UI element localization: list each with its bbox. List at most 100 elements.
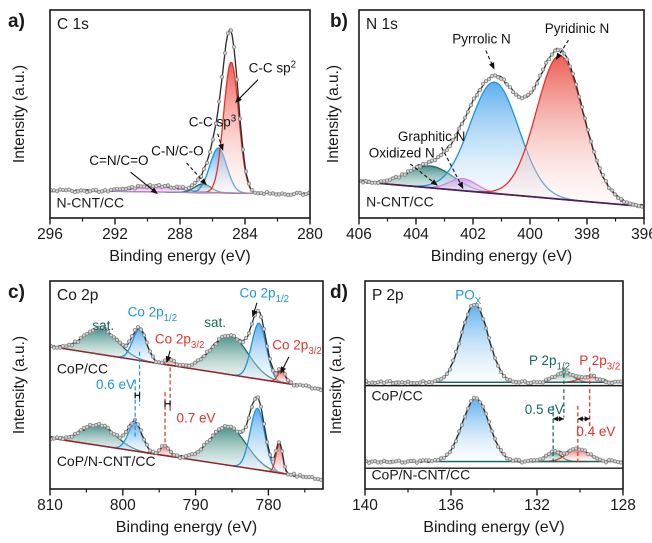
tick-label: 780 (255, 497, 281, 514)
arrowhead-icon (430, 179, 438, 186)
peak-label: C-C sp3 (189, 113, 236, 129)
tick-label: 396 (631, 226, 652, 243)
annotation-arrow (130, 171, 155, 192)
annotation-arrow (409, 163, 435, 184)
plot-box (49, 280, 324, 490)
x-axis-label: Binding energy (eV) (109, 248, 250, 265)
peak-label: P 2p1/2 (529, 353, 570, 373)
peak-label: POX (455, 288, 482, 308)
arrowhead-icon (280, 366, 286, 374)
panel-b-n1s-spectrum: 406 404 402 400 398 396 Binding energy (eV) Int… (325, 9, 652, 265)
tick-label: 140 (352, 497, 378, 514)
panel-letter: a) (8, 11, 25, 32)
tick-label: 288 (167, 226, 193, 243)
peak-label: 0.4 eV (576, 424, 615, 439)
panel-letter: c) (8, 282, 25, 303)
peak-label: P 2p3/2 (579, 353, 620, 373)
scatter-markers (50, 395, 323, 482)
peak-label: 0.7 eV (177, 410, 216, 425)
spectrum-peak (414, 303, 536, 383)
tick-label: 810 (37, 497, 63, 514)
panel-letter: b) (330, 11, 348, 32)
peak-label: C=N/C=O (89, 153, 148, 168)
arrowhead-icon (218, 143, 224, 152)
sample-label: CoP/CC (57, 361, 108, 377)
scatter-markers (365, 395, 623, 465)
x-axis-label: Binding energy (eV) (423, 519, 564, 536)
sample-label: CoP/CC (371, 388, 422, 404)
peak-label: Oxidized N (369, 146, 435, 161)
tick-label: 128 (610, 497, 636, 514)
tick-label: 284 (232, 226, 258, 243)
peak-label: 0.5 eV (525, 402, 564, 417)
annotation-arrow (217, 133, 223, 147)
peak-label: sat. (204, 315, 226, 330)
tick-label: 296 (37, 226, 63, 243)
annotation-arrow (282, 356, 290, 370)
panel-letter: d) (330, 282, 348, 303)
annotation-arrow (238, 79, 259, 100)
panel-title: P 2p (372, 287, 404, 304)
annotation-arrow (485, 50, 493, 66)
tick-label: 136 (438, 497, 464, 514)
peak-label: 0.6 eV (96, 377, 135, 392)
peak-label: Co 2p3/2 (155, 331, 205, 351)
tick-label: 800 (110, 497, 136, 514)
y-axis-label: Intensity (a.u.) (325, 65, 342, 163)
scatter-markers (50, 28, 310, 197)
y-axis-label: Intensity (a.u.) (11, 65, 28, 163)
bracket-arrow-icon (577, 416, 583, 422)
y-axis-label: Intensity (a.u.) (11, 336, 28, 434)
sample-label: N-CNT/CC (57, 195, 125, 211)
tick-label: 292 (102, 226, 128, 243)
annotation-arrow (441, 147, 462, 185)
scatter-markers (50, 308, 323, 393)
annotation-arrow (558, 39, 569, 57)
arrowhead-icon (165, 355, 172, 364)
panel-d-p2p-spectrum: 140 136 132 128 Binding energy (eV) Intensity… (328, 280, 636, 536)
arrowhead-icon (555, 52, 562, 60)
arrowhead-icon (234, 96, 242, 103)
peak-label: Co 2p3/2 (272, 338, 322, 358)
envelope-line (50, 27, 310, 196)
y-axis-label: Intensity (a.u.) (328, 336, 345, 434)
tick-label: 398 (574, 226, 600, 243)
x-axis-label: Binding energy (eV) (431, 248, 572, 265)
tick-label: 132 (524, 497, 550, 514)
panel-title: Co 2p (57, 287, 98, 304)
baseline (50, 437, 323, 481)
annotation-arrow (186, 162, 204, 182)
arrowhead-icon (150, 187, 158, 195)
sample-label: CoP/N-CNT/CC (57, 453, 156, 469)
panel-title: C 1s (57, 16, 89, 33)
baseline (50, 345, 323, 390)
plot-area (365, 302, 623, 465)
tick-label: 406 (346, 226, 372, 243)
tick-label: 404 (403, 226, 429, 243)
tick-label: 280 (297, 226, 323, 243)
sample-label: N-CNT/CC (366, 194, 434, 210)
arrowhead-icon (199, 178, 207, 186)
x-axis-label: Binding energy (eV) (116, 519, 257, 536)
peak-label: Co 2p1/2 (240, 286, 290, 306)
panel-c-co2p-spectrum: 810 800 790 780 Binding energy (eV) Intensity… (8, 280, 324, 536)
panel-a-c1s-spectrum: 296 292 288 284 280 Binding energy (eV) Intens… (8, 9, 323, 265)
peak-label: C-N/C-O (151, 144, 204, 159)
peak-label: Pyrrolic N (452, 31, 511, 46)
peak-label: C-C sp2 (249, 59, 296, 75)
arrowhead-icon (457, 181, 464, 190)
bracket-arrow-icon (584, 416, 590, 422)
tick-label: 790 (183, 497, 209, 514)
arrowhead-icon (489, 62, 495, 70)
baseline (359, 180, 644, 208)
tick-label: 402 (460, 226, 486, 243)
peak-label: Pyridinic N (545, 21, 610, 36)
peak-label: Graphitic N (398, 129, 466, 144)
bracket-arrow-icon (558, 416, 564, 422)
plot-area (50, 27, 310, 197)
panel-title: N 1s (366, 16, 398, 33)
spectrum-peak (415, 397, 537, 463)
peak-label: Co 2p1/2 (128, 304, 178, 324)
plot-area (50, 308, 323, 482)
